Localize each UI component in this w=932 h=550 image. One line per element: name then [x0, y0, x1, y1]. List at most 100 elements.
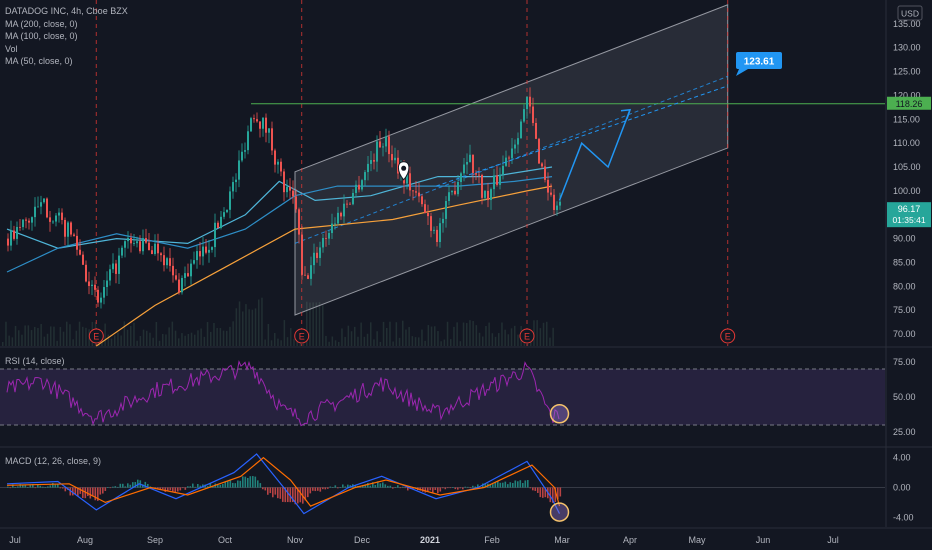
- volume-bar: [514, 325, 516, 346]
- macd-tick-label: -4.00: [893, 512, 914, 522]
- candle-body: [286, 186, 288, 193]
- volume-bar: [354, 326, 356, 346]
- candle-body: [430, 216, 432, 231]
- volume-bar: [258, 299, 260, 346]
- macd-histogram-bar: [34, 487, 37, 489]
- symbol-title[interactable]: DATADOG INC, 4h, Cboe BZX: [5, 6, 128, 16]
- volume-bar: [472, 321, 474, 346]
- candle-body: [478, 174, 480, 176]
- candle-body: [340, 212, 342, 217]
- forecast-arrow: [435, 85, 728, 201]
- volume-bar: [110, 338, 113, 346]
- rsi-title[interactable]: RSI (14, close): [5, 356, 65, 366]
- macd-histogram-bar: [542, 487, 544, 498]
- legend-ma50[interactable]: MA (50, close, 0): [5, 56, 73, 66]
- volume-bar: [194, 334, 196, 346]
- macd-histogram-bar: [367, 482, 369, 488]
- candle-body: [205, 246, 207, 253]
- candle-body: [187, 273, 189, 277]
- macd-histogram-bar: [29, 484, 32, 488]
- macd-histogram-bar: [167, 487, 169, 491]
- legend-ma100[interactable]: MA (100, close, 0): [5, 31, 78, 41]
- macd-histogram-bar: [492, 484, 494, 488]
- volume-bar: [203, 336, 206, 346]
- candle-body: [517, 138, 519, 145]
- volume-bar: [149, 332, 151, 346]
- candle-body: [118, 255, 120, 274]
- candle-body: [88, 281, 90, 286]
- candle-body: [136, 241, 138, 244]
- candle-body: [550, 192, 552, 195]
- macd-histogram-bar: [549, 487, 552, 503]
- macd-histogram-bar: [402, 486, 404, 488]
- currency-badge: [897, 5, 923, 21]
- volume-bar: [344, 336, 346, 346]
- candle-body: [544, 166, 546, 180]
- macd-histogram-bar: [184, 487, 187, 490]
- candle-body: [40, 202, 42, 207]
- candle-body: [457, 182, 459, 195]
- grid-lines: [0, 0, 932, 529]
- price-tick-label: 130.00: [893, 43, 921, 53]
- candle-body: [436, 229, 438, 242]
- candle-body: [175, 275, 177, 280]
- macd-histogram-bar: [377, 481, 379, 488]
- volume-bar: [494, 336, 497, 346]
- candle-body: [475, 173, 477, 175]
- candle-body: [526, 96, 528, 110]
- volume-bar: [318, 302, 321, 346]
- candle-body: [460, 173, 462, 183]
- volume-bar: [312, 302, 314, 346]
- macd-histogram-bar: [484, 483, 487, 488]
- macd-histogram-bar: [329, 486, 332, 488]
- macd-histogram-bar: [159, 487, 162, 490]
- macd-histogram-bar: [112, 486, 114, 488]
- candle-body: [103, 287, 105, 298]
- volume-bar: [533, 320, 535, 346]
- macd-histogram-bar: [232, 482, 234, 488]
- volume-bar: [462, 322, 465, 346]
- macd-histogram-bar: [454, 487, 457, 490]
- volume-bar: [21, 334, 23, 346]
- candle-body: [541, 163, 543, 167]
- candle-body: [373, 160, 375, 162]
- candle-body: [16, 226, 18, 239]
- macd-histogram-bar: [137, 479, 139, 488]
- price-tick-label: 105.00: [893, 162, 921, 172]
- candle-body: [163, 255, 165, 266]
- macd-histogram-bar: [447, 487, 449, 489]
- candle-body: [244, 150, 246, 152]
- volume-bar: [245, 304, 247, 346]
- candle-body: [382, 146, 384, 148]
- macd-histogram-bar: [527, 480, 529, 488]
- legend-ma200[interactable]: MA (200, close, 0): [5, 18, 78, 29]
- candle-body: [166, 258, 168, 266]
- volume-bar: [315, 302, 318, 346]
- time-tick-label: Jun: [756, 535, 771, 545]
- volume-bar: [14, 325, 17, 346]
- macd-histogram-bar: [172, 487, 174, 492]
- volume-bar: [277, 338, 279, 346]
- candle-body: [304, 274, 306, 276]
- macd-title[interactable]: MACD (12, 26, close, 9): [5, 456, 102, 466]
- macd-histogram-bar: [294, 487, 297, 505]
- volume-bar: [158, 340, 161, 346]
- macd-histogram-bar: [502, 482, 504, 488]
- legend-vol[interactable]: Vol: [5, 43, 18, 54]
- candle-body: [82, 254, 84, 265]
- candle-body: [283, 171, 285, 193]
- volume-bar: [213, 323, 215, 346]
- macd-histogram-bar: [47, 486, 49, 488]
- candle-body: [157, 243, 159, 254]
- volume-bar: [347, 325, 350, 346]
- volume-bar: [37, 328, 39, 346]
- candle-body: [391, 154, 393, 161]
- volume-bar: [469, 320, 471, 346]
- candle-body: [214, 222, 216, 248]
- price-tick-label: 80.00: [893, 281, 916, 291]
- volume-bar: [184, 335, 186, 346]
- macd-histogram-bar: [552, 487, 554, 503]
- volume-bar: [235, 308, 238, 346]
- candle-body: [109, 269, 111, 281]
- candle-body: [172, 265, 174, 276]
